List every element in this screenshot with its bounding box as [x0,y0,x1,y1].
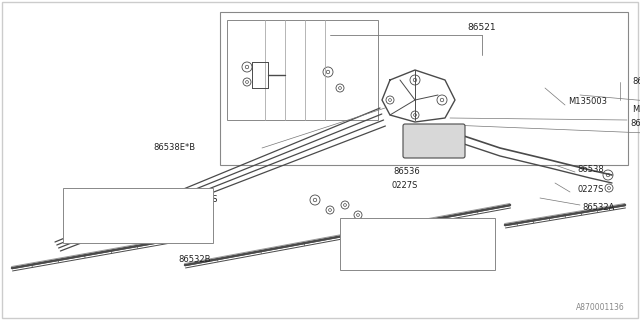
Text: 86532A: 86532A [582,203,614,212]
Text: 86538: 86538 [577,165,604,174]
Text: 86510: 86510 [632,77,640,86]
Circle shape [246,81,248,84]
Bar [220,12,628,165]
Circle shape [344,204,346,206]
Text: 0238S: 0238S [192,196,218,204]
Text: 86521: 86521 [468,23,496,33]
Bar [63,188,213,243]
Circle shape [413,114,417,116]
Circle shape [328,209,332,212]
Text: 86542B: 86542B [360,258,392,267]
Text: A870001136: A870001136 [576,303,625,312]
Circle shape [356,214,360,216]
Bar [340,218,495,270]
Text: 0227S: 0227S [577,186,604,195]
Bar [227,20,378,120]
Text: 86548A*A: 86548A*A [343,244,385,252]
Circle shape [388,99,392,101]
Circle shape [313,198,317,202]
Text: 86538E*A: 86538E*A [630,118,640,127]
Text: M250062: M250062 [632,106,640,115]
Text: 86542C: 86542C [66,188,99,197]
Text: 0227S: 0227S [392,180,419,189]
Circle shape [413,138,419,144]
Text: 86532B: 86532B [178,255,211,265]
Circle shape [339,87,341,89]
FancyBboxPatch shape [403,124,465,158]
Circle shape [607,187,611,189]
Text: 86536: 86536 [393,167,420,177]
Circle shape [245,65,249,69]
Circle shape [606,173,610,177]
Text: 86548A*B: 86548A*B [66,202,109,211]
Circle shape [413,78,417,82]
Circle shape [326,70,330,74]
Circle shape [440,98,444,102]
Text: M135003: M135003 [568,98,607,107]
Text: 86538E*B: 86538E*B [153,143,195,153]
